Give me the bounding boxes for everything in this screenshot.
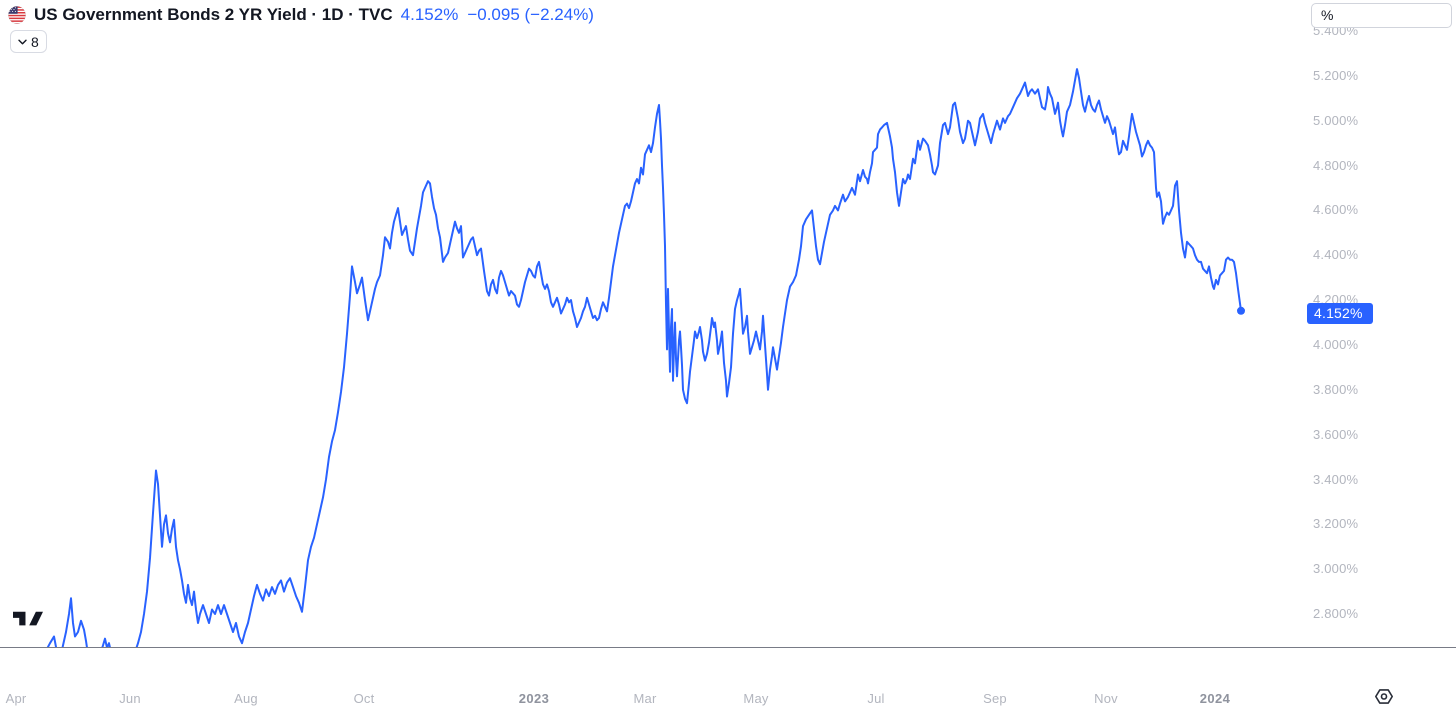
- time-scale-month-label: Jul: [867, 691, 885, 706]
- time-scale-month-label: Mar: [633, 691, 657, 706]
- symbol-title[interactable]: US Government Bonds 2 YR Yield · 1D · TV…: [34, 5, 393, 24]
- price-scale-label: 4.400%: [1313, 247, 1359, 263]
- last-price-value: 4.152%: [400, 5, 459, 24]
- price-scale-label: 4.600%: [1313, 202, 1359, 218]
- price-line-chart: [46, 68, 1245, 647]
- tradingview-logo[interactable]: [13, 608, 43, 630]
- time-scale-month-label: Sep: [983, 691, 1007, 706]
- price-scale-label: 4.800%: [1313, 157, 1359, 173]
- scale-settings-icon[interactable]: [1374, 688, 1394, 705]
- price-scale-label: 3.200%: [1313, 516, 1359, 532]
- price-scale-label: 3.000%: [1313, 561, 1359, 577]
- price-scale-label: 5.200%: [1313, 67, 1359, 83]
- us-flag-icon: [8, 6, 26, 24]
- time-scale-year-label: 2023: [518, 691, 550, 706]
- symbol-legend: US Government Bonds 2 YR Yield · 1D · TV…: [8, 5, 594, 25]
- time-scale-month-label: Oct: [353, 691, 375, 706]
- legend-quote: 4.152% −0.095 (−2.24%): [401, 5, 594, 25]
- last-value-dot: [1237, 306, 1245, 315]
- price-change-value: −0.095 (−2.24%): [467, 5, 594, 24]
- chevron-down-icon: [18, 39, 27, 45]
- time-scale-month-label: Nov: [1094, 691, 1118, 706]
- price-scale-axis[interactable]: 5.400% 5.200% 5.000% 4.800% 4.600% 4.400% 4.20…: [1302, 0, 1456, 647]
- legend-collapse-count: 8: [31, 33, 39, 50]
- price-unit-button[interactable]: %: [1311, 3, 1452, 28]
- time-scale-month-label: May: [743, 691, 769, 706]
- last-price-label: 4.152%: [1307, 302, 1373, 324]
- time-scale-axis[interactable]: Apr Jun Aug Oct 2023 Mar May Jul Sep Nov 2024: [0, 647, 1456, 711]
- time-scale-month-label: Jun: [119, 691, 141, 706]
- price-scale-label: 3.800%: [1313, 381, 1359, 397]
- price-scale-label: 4.000%: [1313, 336, 1359, 352]
- time-scale-month-label: Apr: [5, 691, 27, 706]
- chart-pane[interactable]: US Government Bonds 2 YR Yield · 1D · TV…: [0, 0, 1302, 647]
- legend-collapse-button[interactable]: 8: [10, 30, 47, 53]
- price-scale-label: 3.600%: [1313, 426, 1359, 442]
- yield-line-series: [46, 68, 1242, 647]
- price-scale-label: 5.000%: [1313, 112, 1359, 128]
- price-scale-label: 3.400%: [1313, 471, 1359, 487]
- time-scale-month-label: Aug: [234, 691, 258, 706]
- price-scale-label: 2.800%: [1313, 606, 1359, 621]
- time-scale-year-label: 2024: [1199, 691, 1231, 706]
